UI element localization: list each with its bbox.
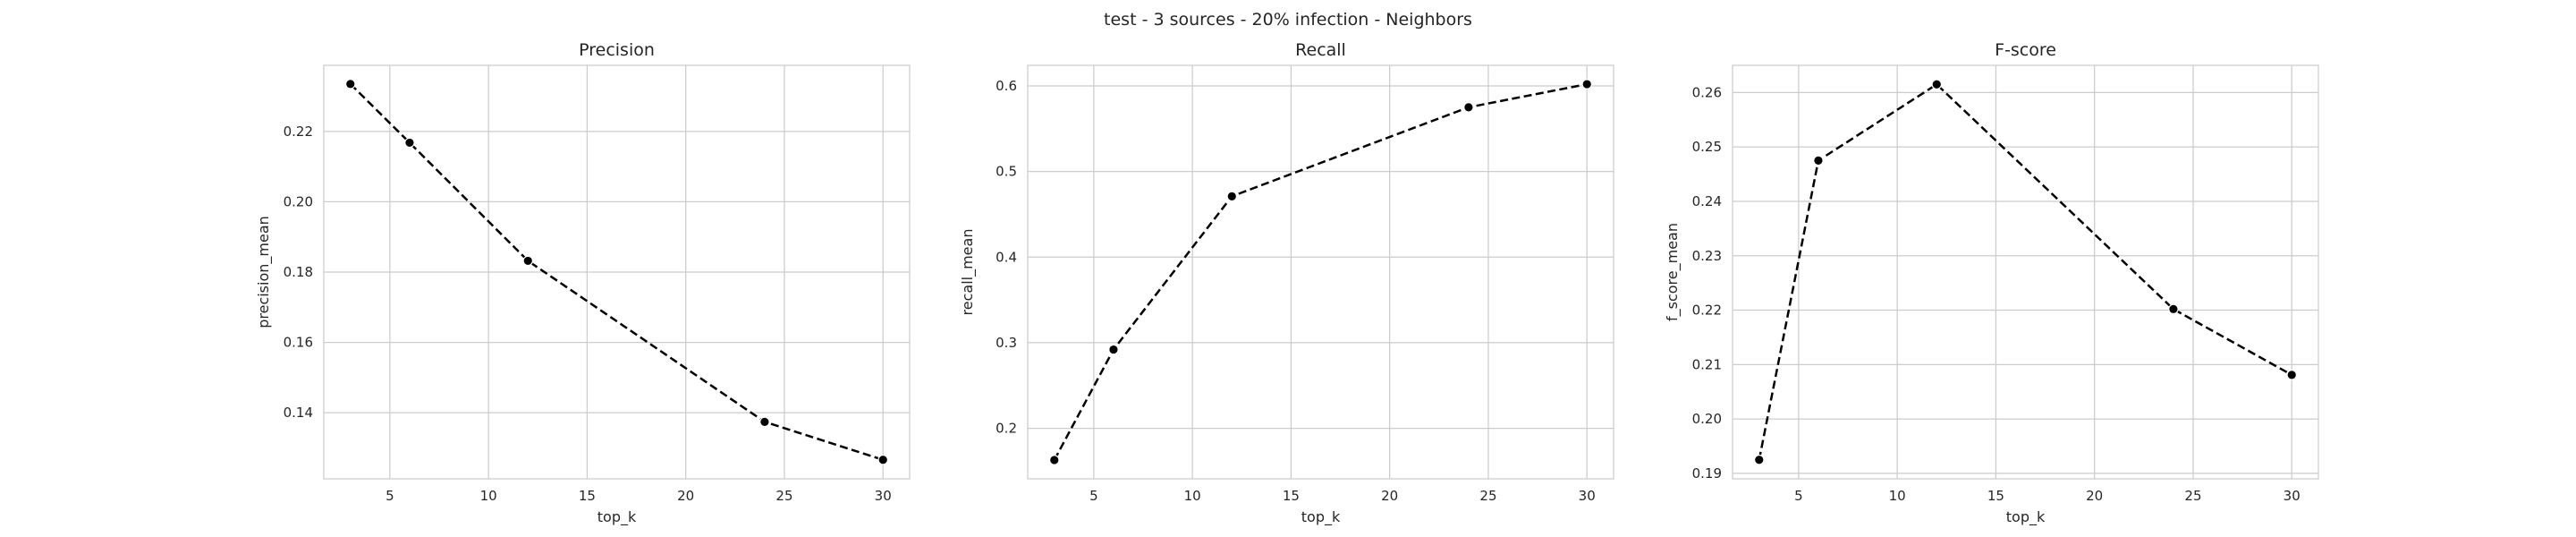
x-tick-label: 10: [1889, 488, 1906, 504]
chart-panel-1: 5 10 15 20 25 30 0.14 0.16 0.18 0.20 0.22 Precision…: [255, 40, 911, 526]
data-point: [1226, 191, 1238, 202]
y-tick-label: 0.22: [1692, 303, 1722, 319]
y-tick-label: 0.19: [1692, 465, 1722, 482]
data-point: [1753, 454, 1765, 465]
x-tick-label: 15: [579, 488, 596, 504]
y-tick-label: 0.16: [284, 335, 313, 351]
x-axis-label: top_k: [1301, 508, 1341, 526]
y-tick-label: 0.20: [284, 193, 313, 209]
x-tick-label: 30: [1579, 488, 1596, 504]
chart-panels: 5 10 15 20 25 30 0.14 0.16 0.18 0.20 0.22 Precision…: [255, 40, 2319, 526]
y-axis-label: recall_mean: [959, 229, 977, 316]
y-tick-label: 0.3: [996, 335, 1017, 351]
x-tick-label: 20: [2086, 488, 2103, 504]
data-point: [404, 137, 415, 149]
x-tick-label: 30: [2284, 488, 2301, 504]
y-axis-label: precision_mean: [255, 216, 273, 328]
x-tick-label: 10: [480, 488, 497, 504]
y-tick-label: 0.26: [1692, 84, 1722, 100]
x-tick-label: 15: [1987, 488, 2004, 504]
y-tick-label: 0.25: [1692, 139, 1722, 155]
data-point: [1048, 455, 1060, 465]
chart-title: Recall: [1295, 40, 1346, 60]
x-axis-label: top_k: [597, 508, 637, 526]
chart-panel-2: 5 10 15 20 25 30 0.2 0.3 0.4 0.5 0.6 Recall top_k rec…: [959, 40, 1614, 526]
data-point: [2286, 370, 2298, 380]
x-tick-label: 25: [1479, 488, 1496, 504]
y-axis-label: f_score_mean: [1664, 223, 1682, 321]
y-tick-label: 0.18: [284, 264, 313, 280]
x-tick-label: 25: [775, 488, 792, 504]
x-tick-label: 25: [2184, 488, 2201, 504]
y-tick-label: 0.4: [996, 249, 1017, 265]
chart-title: Precision: [579, 40, 655, 60]
x-tick-label: 10: [1184, 488, 1201, 504]
data-point: [759, 416, 770, 428]
x-tick-label: 20: [1381, 488, 1398, 504]
y-tick-label: 0.20: [1692, 411, 1722, 427]
y-tick-label: 0.2: [996, 421, 1017, 437]
y-tick-label: 0.24: [1692, 193, 1722, 209]
data-point: [2168, 303, 2179, 315]
plot-area: [1027, 64, 1614, 480]
x-tick-label: 20: [677, 488, 694, 504]
y-tick-label: 0.14: [284, 405, 313, 421]
data-point: [1931, 79, 1943, 90]
data-point: [522, 255, 534, 267]
x-tick-label: 15: [1283, 488, 1300, 504]
y-tick-label: 0.23: [1692, 248, 1722, 264]
x-tick-label: 5: [1794, 488, 1803, 504]
series-line: [349, 82, 884, 461]
plot-area: [1732, 64, 2319, 480]
data-point: [1463, 102, 1474, 113]
data-point: [344, 79, 356, 90]
x-tick-label: 30: [875, 488, 892, 504]
series-line: [1758, 82, 2292, 460]
data-point: [1581, 79, 1593, 90]
data-point: [1108, 344, 1119, 355]
x-axis-label: top_k: [2006, 508, 2046, 526]
y-tick-label: 0.5: [996, 164, 1017, 180]
data-point: [877, 454, 889, 465]
data-point: [1813, 155, 1824, 166]
chart-panel-3: 5 10 15 20 25 30 0.19 0.20 0.21 0.22 0.23 0.24 0.25 0…: [1664, 40, 2319, 526]
y-tick-label: 0.6: [996, 78, 1017, 94]
x-tick-label: 5: [1089, 488, 1098, 504]
y-tick-label: 0.21: [1692, 356, 1722, 372]
figure-suptitle: test - 3 sources - 20% infection - Neigh…: [1104, 10, 1472, 30]
x-tick-label: 5: [386, 488, 394, 504]
y-tick-label: 0.22: [284, 124, 313, 140]
chart-title: F-score: [1995, 40, 2056, 60]
